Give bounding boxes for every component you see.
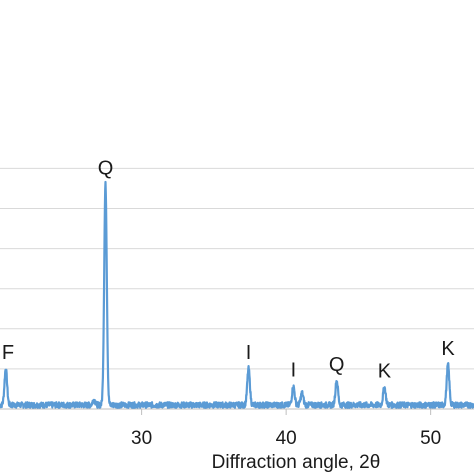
x-tick-labels: 30 40 50	[131, 428, 441, 449]
x-ticks	[141, 409, 432, 415]
peak-label: K	[378, 360, 392, 382]
x-tick-label: 50	[420, 428, 441, 449]
peak-label: Q	[329, 354, 345, 376]
peak-label: K	[441, 338, 455, 360]
peak-label: Q	[98, 157, 114, 179]
peak-label: F	[2, 342, 14, 364]
diffraction-pattern-line	[0, 180, 474, 409]
peak-labels: F Q I I Q K K	[2, 157, 455, 382]
x-tick-label: 30	[131, 428, 152, 449]
x-axis-title: Diffraction angle, 2θ	[212, 452, 381, 473]
gridlines	[0, 167, 474, 370]
peak-label: I	[291, 360, 297, 382]
peak-label: I	[246, 342, 252, 364]
x-tick-label: 40	[276, 428, 297, 449]
